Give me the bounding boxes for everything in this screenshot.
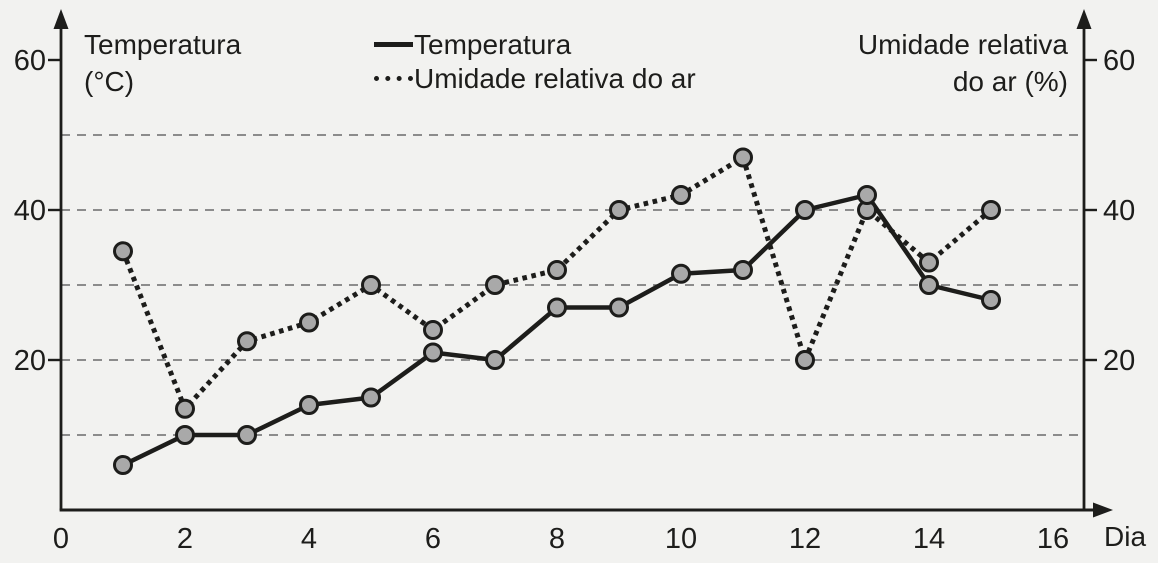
x-axis-arrow-icon — [1093, 502, 1113, 518]
temperature-point-day-2 — [175, 425, 195, 445]
right-axis-title-line1: Umidade relativa — [857, 29, 1068, 60]
left-axis-arrow-icon — [53, 9, 69, 29]
temperature-point-day-9 — [609, 297, 629, 318]
temperature-point-day-3 — [237, 425, 257, 445]
temperature-point-day-7 — [485, 350, 505, 370]
right-tick-label-40: 40 — [1103, 195, 1135, 227]
x-tick-label-16: 16 — [1037, 523, 1069, 555]
x-tick-label-12: 12 — [789, 523, 821, 555]
x-tick-label-4: 4 — [301, 523, 317, 555]
humidity-point-day-6 — [423, 320, 443, 340]
humidity-point-day-8 — [547, 260, 567, 280]
right-axis-arrow-icon — [1076, 9, 1092, 29]
humidity-point-day-5 — [361, 275, 381, 295]
temperature-point-day-12 — [795, 200, 815, 220]
left-tick-label-40: 40 — [14, 195, 46, 227]
humidity-point-day-7 — [485, 275, 505, 295]
humidity-point-day-10 — [671, 185, 691, 205]
temperature-point-day-1 — [113, 455, 133, 475]
humidity-point-day-4 — [299, 312, 319, 333]
x-tick-label-0: 0 — [53, 523, 69, 555]
x-tick-label-14: 14 — [913, 523, 945, 555]
legend-item-temperature: Temperatura — [374, 27, 696, 61]
x-tick-label-2: 2 — [177, 523, 193, 555]
x-tick-label-8: 8 — [549, 523, 565, 555]
temperature-point-day-10 — [671, 263, 691, 284]
temperature-point-day-11 — [733, 260, 753, 280]
x-axis-label: Dia — [1104, 521, 1146, 552]
legend-item-humidity: Umidade relativa do ar — [374, 61, 696, 95]
legend-label-humidity: Umidade relativa do ar — [414, 62, 696, 94]
temperature-point-day-5 — [361, 387, 381, 408]
humidity-point-day-12 — [795, 350, 815, 370]
humidity-point-day-3 — [237, 331, 257, 352]
left-axis-title-line1: Temperatura — [84, 29, 242, 60]
legend: Temperatura Umidade relativa do ar — [374, 27, 696, 95]
left-axis-title: Temperatura (°C) — [84, 26, 241, 100]
dotted-line-swatch-icon — [374, 75, 413, 81]
humidity-point-day-14 — [919, 252, 939, 273]
temperature-point-day-14 — [919, 275, 939, 295]
temperature-line — [122, 192, 992, 468]
left-tick-label-60: 60 — [14, 45, 46, 77]
humidity-point-day-15 — [981, 200, 1001, 220]
humidity-point-day-11 — [733, 147, 753, 168]
right-axis-title-line2: do ar (%) — [952, 66, 1068, 97]
right-axis-title: Umidade relativa do ar (%) — [858, 26, 1068, 100]
temperature-point-day-8 — [547, 297, 567, 318]
right-tick-label-60: 60 — [1103, 45, 1135, 77]
humidity-point-day-1 — [113, 241, 133, 262]
temperature-point-day-15 — [981, 290, 1001, 310]
left-axis-title-line2: (°C) — [84, 66, 135, 97]
temperature-point-day-6 — [423, 342, 443, 363]
humidity-point-day-2 — [175, 398, 195, 419]
temperature-point-day-13 — [857, 185, 877, 205]
temperature-point-day-4 — [299, 395, 319, 415]
solid-line-swatch-icon — [374, 41, 413, 47]
humidity-point-day-9 — [609, 200, 629, 220]
legend-label-temperature: Temperatura — [414, 28, 572, 60]
x-tick-label-6: 6 — [425, 523, 441, 555]
x-tick-label-10: 10 — [665, 523, 697, 555]
left-tick-label-20: 20 — [14, 345, 46, 377]
right-tick-label-20: 20 — [1103, 345, 1135, 377]
